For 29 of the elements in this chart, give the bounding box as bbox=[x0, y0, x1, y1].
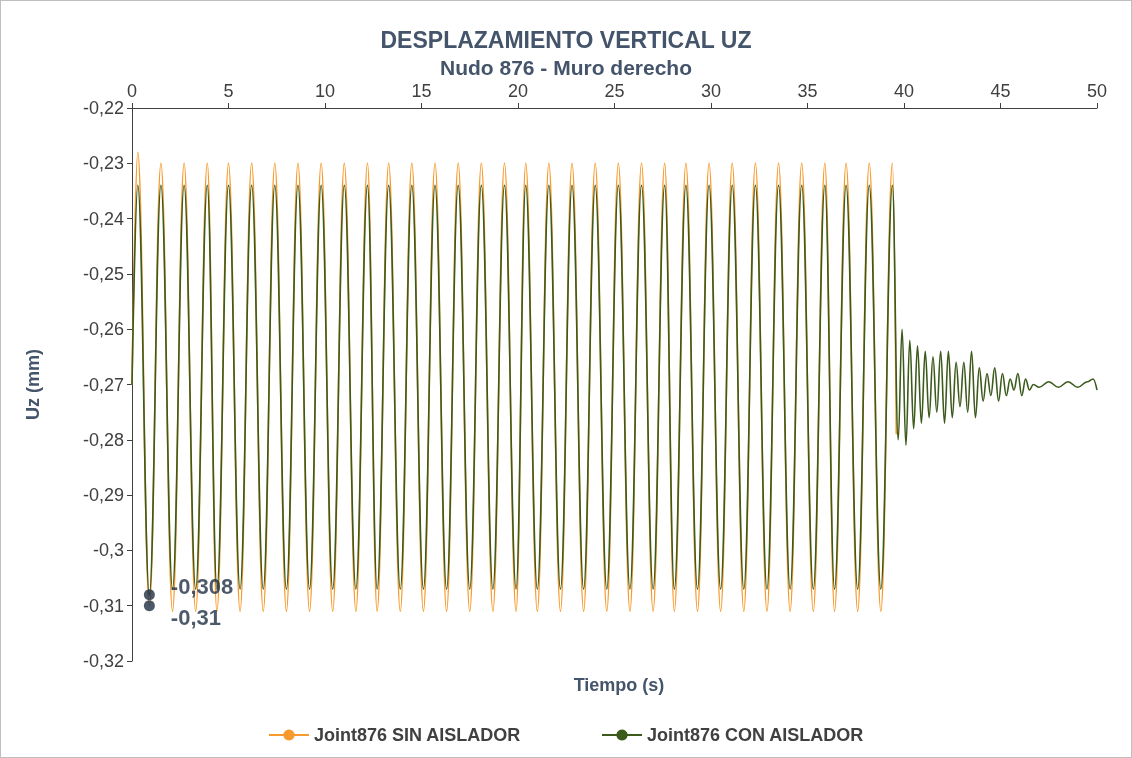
y-tick-label: -0,25 bbox=[82, 263, 124, 284]
y-tick-label: -0,32 bbox=[82, 651, 124, 671]
annotation: -0,31 bbox=[170, 605, 222, 631]
y-tick-label: -0,22 bbox=[82, 98, 124, 118]
y-tick-label: -0,29 bbox=[82, 485, 124, 506]
y-tick-label: -0,27 bbox=[82, 374, 124, 395]
x-tick-label: 30 bbox=[700, 81, 722, 101]
legend-label: Joint876 SIN AISLADOR bbox=[313, 725, 521, 745]
x-tick-label: 45 bbox=[990, 81, 1011, 101]
y-tick-label: -0,23 bbox=[82, 153, 124, 174]
chart-title: DESPLAZAMIENTO VERTICAL UZ bbox=[380, 26, 752, 53]
x-tick-label: 5 bbox=[223, 81, 234, 101]
x-tick-label: 20 bbox=[507, 81, 529, 101]
y-tick-label: -0,3 bbox=[92, 540, 124, 561]
x-axis-title: Tiempo (s) bbox=[573, 675, 665, 695]
x-tick-label: 0 bbox=[126, 81, 138, 101]
x-tick-label: 15 bbox=[411, 81, 432, 101]
legend-label: Joint876 CON AISLADOR bbox=[647, 725, 864, 745]
x-tick-label: 10 bbox=[314, 81, 336, 101]
y-tick-label: -0,31 bbox=[82, 595, 124, 616]
y-axis-title: Uz (mm) bbox=[23, 349, 43, 420]
y-tick-label: -0,24 bbox=[82, 208, 124, 229]
y-tick-label: -0,28 bbox=[82, 429, 124, 450]
x-tick-label: 35 bbox=[797, 81, 818, 101]
x-tick-label: 25 bbox=[604, 81, 625, 101]
x-tick-label: 40 bbox=[893, 81, 915, 101]
chart-subtitle: Nudo 876 - Muro derecho bbox=[439, 56, 693, 79]
y-tick-label: -0,26 bbox=[82, 319, 124, 340]
x-tick-label: 50 bbox=[1086, 81, 1108, 101]
